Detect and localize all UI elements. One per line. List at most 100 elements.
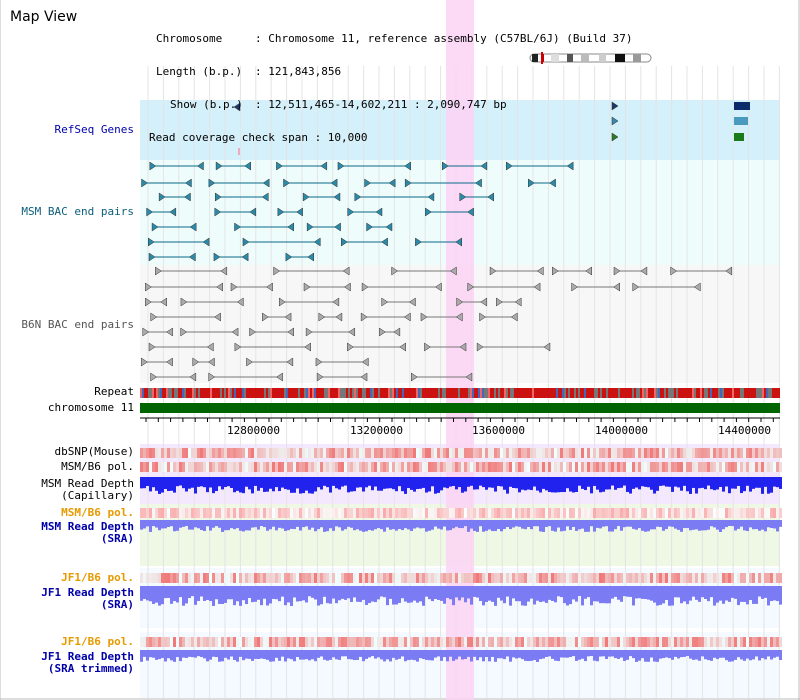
heat-cell xyxy=(758,448,761,458)
repeat-segment xyxy=(178,388,180,398)
heat-cell xyxy=(365,573,368,583)
depth-bar xyxy=(419,586,422,602)
heat-cell xyxy=(218,508,221,518)
heat-cell xyxy=(539,508,542,518)
track-repeat[interactable]: Repeat xyxy=(94,385,134,398)
depth-bar xyxy=(257,650,260,660)
depth-bar xyxy=(392,650,395,658)
heat-cell xyxy=(710,448,713,458)
depth-bar xyxy=(368,586,371,604)
heat-cell xyxy=(443,462,446,472)
repeat-segment xyxy=(310,388,312,398)
heat-cell xyxy=(227,637,230,647)
heat-cell xyxy=(188,462,191,472)
heat-cell xyxy=(599,448,602,458)
repeat-segment xyxy=(266,388,268,398)
heat-cell xyxy=(404,573,407,583)
depth-bar xyxy=(521,520,524,529)
depth-bar xyxy=(326,586,329,604)
gene-marker xyxy=(611,132,619,142)
heat-cell xyxy=(191,637,194,647)
repeat-segment xyxy=(308,388,310,398)
track-msm-read-depth-capillary[interactable]: MSM Read Depth (Capillary) xyxy=(41,478,134,502)
depth-bar xyxy=(242,586,245,601)
repeat-segment xyxy=(460,388,462,398)
depth-bar xyxy=(638,650,641,661)
heat-cell xyxy=(497,637,500,647)
depth-bar xyxy=(665,650,668,658)
depth-bar xyxy=(503,477,506,490)
depth-bar xyxy=(422,586,425,606)
depth-bar xyxy=(176,477,179,487)
heat-cell xyxy=(287,508,290,518)
heat-cell xyxy=(359,462,362,472)
heat-cell xyxy=(470,508,473,518)
track-msm-b6-pol-sra[interactable]: MSM/B6 pol. xyxy=(61,506,134,519)
heat-cell xyxy=(602,573,605,583)
heat-cell xyxy=(707,462,710,472)
depth-bar xyxy=(386,650,389,660)
track-jf1-read-depth-sra[interactable]: JF1 Read Depth (SRA) xyxy=(41,587,134,611)
heat-cell xyxy=(185,508,188,518)
heat-cell xyxy=(206,637,209,647)
track-dbsnp[interactable]: dbSNP(Mouse) xyxy=(54,445,134,458)
heat-cell xyxy=(428,448,431,458)
depth-bar xyxy=(416,477,419,490)
heat-cell xyxy=(149,573,152,583)
heat-cell xyxy=(776,637,779,647)
track-msm-b6-pol[interactable]: MSM/B6 pol. xyxy=(61,460,134,473)
heat-cell xyxy=(257,462,260,472)
track-jf1-b6-pol-trimmed[interactable]: JF1/B6 pol. xyxy=(61,635,134,648)
heat-cell xyxy=(197,462,200,472)
depth-bar xyxy=(365,650,368,659)
depth-bar xyxy=(737,477,740,486)
heat-cell xyxy=(452,448,455,458)
heat-cell xyxy=(350,448,353,458)
track-msm-read-depth-sra[interactable]: MSM Read Depth (SRA) xyxy=(41,521,134,545)
depth-bar xyxy=(299,586,302,602)
depth-bar xyxy=(302,477,305,494)
heat-cell xyxy=(548,637,551,647)
heat-cell xyxy=(203,448,206,458)
feature-marker xyxy=(420,312,428,322)
depth-bar xyxy=(209,520,212,531)
heat-cell xyxy=(656,637,659,647)
repeat-segment xyxy=(282,388,284,398)
heat-cell xyxy=(224,462,227,472)
heat-cell xyxy=(722,637,725,647)
depth-bar xyxy=(761,650,764,659)
feature-marker xyxy=(427,192,435,202)
repeat-segment xyxy=(512,388,514,398)
repeat-segment xyxy=(206,388,208,398)
heat-cell xyxy=(503,508,506,518)
depth-bar xyxy=(755,650,758,657)
heat-cell xyxy=(305,508,308,518)
track-b6n-bac-end-pairs[interactable]: B6N BAC end pairs xyxy=(21,318,134,331)
depth-bar xyxy=(329,520,332,529)
chromosome-ideogram[interactable] xyxy=(529,52,653,64)
heat-cell xyxy=(179,508,182,518)
heat-cell xyxy=(242,573,245,583)
heat-cell xyxy=(593,448,596,458)
depth-bar xyxy=(188,650,191,657)
heat-cell xyxy=(293,637,296,647)
heat-cell xyxy=(584,508,587,518)
heat-cell xyxy=(725,637,728,647)
heat-cell xyxy=(602,448,605,458)
depth-bar xyxy=(587,586,590,598)
repeat-segment xyxy=(426,388,428,398)
track-jf1-read-depth-sra-trimmed[interactable]: JF1 Read Depth (SRA trimmed) xyxy=(41,651,134,675)
track-jf1-b6-pol[interactable]: JF1/B6 pol. xyxy=(61,571,134,584)
heat-cell xyxy=(473,637,476,647)
track-msm-bac-end-pairs[interactable]: MSM BAC end pairs xyxy=(21,205,134,218)
heat-cell xyxy=(629,462,632,472)
heat-cell xyxy=(275,462,278,472)
track-chromosome[interactable]: chromosome 11 xyxy=(47,401,134,414)
heat-cell xyxy=(737,573,740,583)
depth-bar xyxy=(710,477,713,490)
heat-cell xyxy=(536,448,539,458)
heat-cell xyxy=(629,508,632,518)
track-refseq-genes[interactable]: RefSeq Genes xyxy=(54,123,134,136)
feature-marker xyxy=(304,342,311,352)
